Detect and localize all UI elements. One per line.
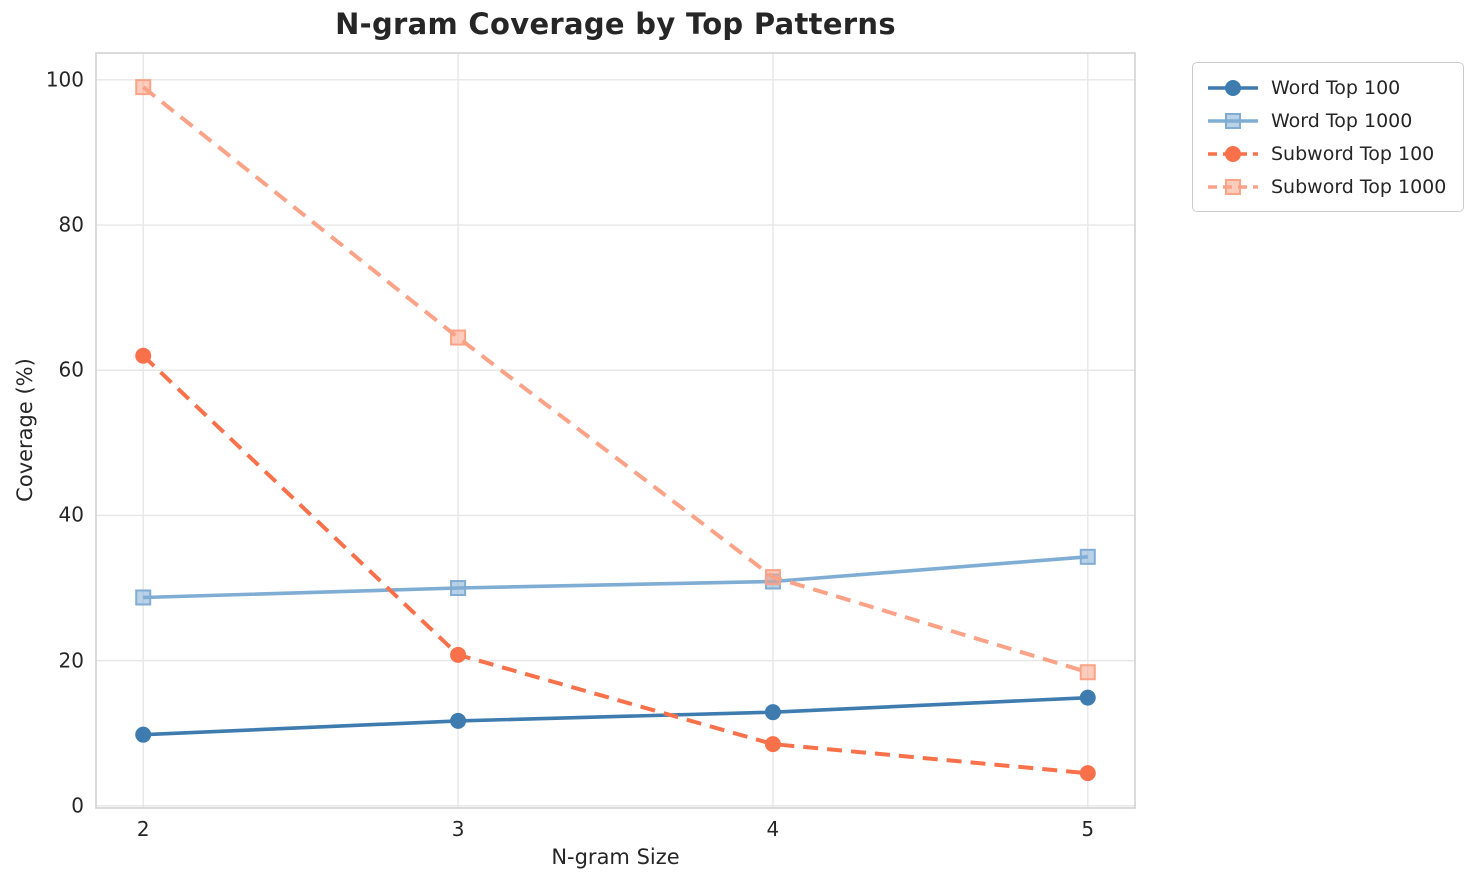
marker-subword-top-1000 (450, 329, 467, 346)
legend-item-word-top-100: Word Top 100 (1205, 72, 1446, 103)
marker-word-top-100 (764, 704, 781, 721)
series-word-top-100 (135, 689, 1096, 743)
series-line-subword-top-100 (141, 354, 1088, 776)
y-tick-label: 80 (58, 212, 84, 237)
legend-label: Subword Top 1000 (1271, 175, 1447, 198)
legend-marker-word-top-1000 (1225, 112, 1241, 129)
marker-subword-top-1000 (1079, 664, 1096, 681)
x-axis-label: N-gram Size (551, 845, 680, 869)
marker-word-top-100 (135, 726, 152, 743)
legend: Word Top 100 Word Top 1000 Subword Top 100… (1192, 62, 1465, 212)
marker-subword-top-1000 (135, 79, 152, 96)
marker-word-top-100 (450, 712, 467, 729)
y-tick-label: 100 (45, 67, 84, 92)
legend-glyph-circle-icon (1208, 145, 1258, 162)
series-line-word-top-100 (143, 695, 1088, 737)
y-tick-label: 20 (58, 648, 84, 673)
legend-glyph-circle-icon (1208, 79, 1258, 96)
legend-label: Subword Top 100 (1271, 142, 1435, 165)
y-tick-label: 40 (58, 502, 84, 527)
y-tick-label: 0 (71, 793, 84, 818)
gridlines (96, 53, 1135, 808)
legend-item-word-top-1000: Word Top 1000 (1205, 105, 1446, 136)
legend-item-subword-top-1000: Subword Top 1000 (1205, 171, 1446, 202)
legend-glyph-square-icon (1208, 178, 1258, 195)
marker-subword-top-1000 (764, 569, 781, 586)
series-line-word-top-1000 (143, 555, 1088, 600)
legend-marker-subword-top-100 (1225, 145, 1241, 162)
plot-border (95, 52, 1136, 809)
marker-word-top-1000 (450, 580, 467, 597)
series-line-subword-top-1000 (141, 85, 1089, 675)
series-word-top-1000 (135, 548, 1096, 606)
marker-word-top-100 (1079, 689, 1096, 706)
series-subword-top-100 (135, 347, 1096, 782)
legend-marker-subword-top-1000 (1225, 178, 1241, 195)
legend-label: Word Top 1000 (1271, 109, 1413, 132)
x-tick-label: 4 (766, 817, 780, 841)
chart-title: N-gram Coverage by Top Patterns (335, 7, 896, 41)
marker-word-top-1000 (1079, 548, 1096, 565)
legend-marker-word-top-100 (1225, 79, 1241, 96)
marker-word-top-1000 (135, 589, 152, 606)
marker-subword-top-100 (135, 347, 152, 364)
series-subword-top-1000 (135, 79, 1096, 681)
legend-glyph-square-icon (1208, 112, 1258, 129)
marker-subword-top-100 (450, 646, 467, 663)
legend-label: Word Top 100 (1271, 76, 1401, 99)
y-tick-label: 60 (58, 357, 84, 382)
marker-subword-top-100 (764, 736, 781, 753)
marker-subword-top-100 (1079, 765, 1096, 782)
x-tick-label: 5 (1081, 817, 1095, 841)
x-tick-label: 2 (136, 817, 150, 841)
legend-item-subword-top-100: Subword Top 100 (1205, 138, 1446, 169)
x-tick-label: 3 (451, 817, 465, 841)
